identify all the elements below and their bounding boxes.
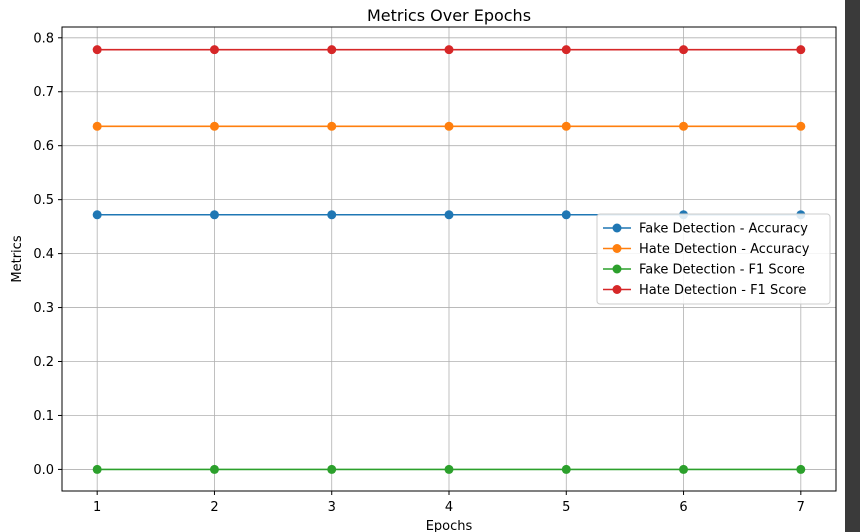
x-axis-title: Epochs	[426, 519, 473, 532]
data-point	[327, 210, 337, 220]
data-point	[444, 464, 454, 474]
legend: Fake Detection - Accuracy Hate Detection …	[596, 213, 831, 305]
x-tick-label: 6	[679, 500, 687, 515]
data-point	[327, 45, 337, 55]
data-point	[444, 45, 454, 55]
y-tick-label: 0.4	[33, 247, 54, 262]
legend-item: Fake Detection - F1 Score	[603, 263, 805, 278]
series-1	[92, 121, 806, 131]
data-point	[209, 210, 219, 220]
data-point	[444, 210, 454, 220]
x-tick-label: 4	[445, 500, 453, 515]
y-axis-title: Metrics	[10, 235, 25, 282]
y-tick-label: 0.8	[33, 31, 54, 46]
legend-label: Hate Detection - F1 Score	[639, 283, 806, 298]
legend-label: Fake Detection - F1 Score	[639, 263, 805, 278]
x-tick-label: 5	[562, 500, 570, 515]
data-point	[679, 121, 689, 131]
vertical-scrollbar[interactable]	[845, 0, 860, 532]
data-point	[92, 121, 102, 131]
data-point	[92, 210, 102, 220]
data-point	[92, 45, 102, 55]
series-3	[92, 45, 806, 55]
legend-item: Fake Detection - Accuracy	[603, 222, 808, 237]
legend-item: Hate Detection - Accuracy	[603, 242, 810, 257]
legend-marker	[612, 223, 622, 233]
series-layer	[92, 45, 806, 474]
axis-ticks: 1 2 3 4 5 6 7 0.0 0.1 0.2 0.3 0.4 0.5 0.6 0.7 0.8	[33, 31, 805, 515]
legend-marker	[612, 244, 622, 253]
y-tick-label: 0.1	[33, 409, 54, 424]
data-point	[796, 121, 806, 131]
legend-marker	[612, 285, 622, 294]
y-tick-label: 0.6	[33, 139, 54, 154]
series-2	[92, 464, 806, 474]
legend-item: Hate Detection - F1 Score	[603, 283, 806, 298]
data-point	[209, 121, 219, 131]
x-tick-label: 7	[797, 500, 805, 515]
data-point	[561, 121, 571, 131]
legend-label: Fake Detection - Accuracy	[639, 222, 808, 237]
legend-marker	[612, 264, 622, 274]
y-tick-label: 0.3	[33, 301, 54, 316]
x-tick-label: 2	[210, 500, 218, 515]
data-point	[679, 45, 689, 55]
y-tick-label: 0.7	[33, 85, 54, 100]
data-point	[209, 464, 219, 474]
y-tick-label: 0.5	[33, 193, 54, 208]
legend-label: Hate Detection - Accuracy	[639, 242, 810, 257]
y-tick-label: 0.2	[33, 355, 54, 370]
data-point	[796, 464, 806, 474]
legend-frame	[596, 213, 831, 305]
chart-title: Metrics Over Epochs	[367, 6, 531, 25]
data-point	[561, 210, 571, 220]
data-point	[209, 45, 219, 55]
y-tick-label: 0.0	[33, 463, 54, 478]
data-point	[561, 45, 571, 55]
x-tick-label: 3	[328, 500, 336, 515]
data-point	[327, 121, 337, 131]
data-point	[679, 464, 689, 474]
data-point	[561, 464, 571, 474]
data-point	[796, 45, 806, 55]
x-tick-label: 1	[93, 500, 101, 515]
data-point	[444, 121, 454, 131]
data-point	[327, 464, 337, 474]
data-point	[92, 464, 102, 474]
